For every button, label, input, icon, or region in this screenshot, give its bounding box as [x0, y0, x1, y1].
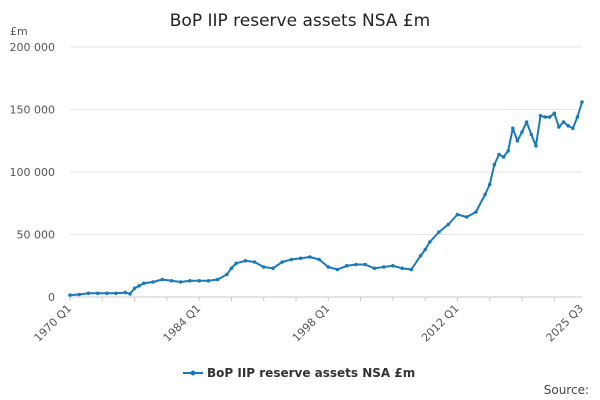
data-point[interactable]	[123, 290, 128, 295]
data-point[interactable]	[437, 230, 441, 234]
data-point[interactable]	[557, 125, 561, 129]
data-point[interactable]	[261, 265, 266, 269]
x-axis-ticks	[69, 297, 555, 301]
series-layer	[68, 100, 584, 297]
data-point[interactable]	[409, 267, 414, 272]
data-point[interactable]	[105, 291, 109, 296]
data-point[interactable]	[308, 255, 312, 259]
data-point[interactable]	[363, 262, 368, 267]
x-tick-label: 1984 Q1	[161, 302, 204, 345]
data-point[interactable]	[520, 130, 524, 134]
data-point[interactable]	[215, 277, 220, 282]
data-point[interactable]	[428, 240, 432, 244]
data-point[interactable]	[345, 264, 349, 268]
data-point[interactable]	[326, 265, 331, 269]
data-point[interactable]	[372, 266, 377, 271]
data-point[interactable]	[298, 256, 303, 261]
data-point[interactable]	[543, 115, 547, 119]
legend[interactable]: BoP IIP reserve assets NSA £m	[183, 366, 415, 380]
data-point[interactable]	[95, 291, 100, 296]
data-point[interactable]	[114, 291, 118, 296]
data-point[interactable]	[483, 192, 487, 197]
source-label: Source:	[544, 383, 589, 397]
data-point[interactable]	[137, 284, 141, 288]
data-point[interactable]	[142, 281, 146, 286]
chart-title: BoP IIP reserve assets NSA £m	[170, 11, 430, 31]
data-point[interactable]	[552, 111, 557, 116]
data-point[interactable]	[271, 266, 275, 271]
data-point[interactable]	[529, 132, 534, 137]
x-axis-tick-labels: 1970 Q1 1984 Q1 1998 Q1 2012 Q1 2025 Q3	[32, 302, 587, 345]
data-point[interactable]	[206, 279, 211, 283]
data-point[interactable]	[561, 120, 566, 124]
data-point[interactable]	[566, 124, 570, 128]
y-tick-label: 50 000	[17, 229, 56, 242]
gridlines	[70, 46, 582, 235]
data-point[interactable]	[188, 279, 192, 283]
y-tick-label: 100 000	[10, 166, 56, 179]
data-point[interactable]	[178, 280, 183, 284]
data-point[interactable]	[225, 272, 229, 277]
x-tick-label: 1970 Q1	[32, 302, 75, 345]
data-point[interactable]	[252, 260, 257, 264]
data-point[interactable]	[455, 212, 460, 217]
data-point[interactable]	[381, 265, 386, 269]
data-point[interactable]	[497, 152, 501, 157]
data-point[interactable]	[580, 100, 584, 104]
y-tick-label: 200 000	[10, 41, 56, 54]
y-axis-unit-label: £m	[10, 25, 28, 38]
x-tick-label: 1998 Q1	[290, 302, 333, 345]
x-tick-label: 2012 Q1	[419, 302, 462, 345]
data-point[interactable]	[317, 257, 321, 262]
data-point[interactable]	[400, 266, 404, 271]
data-point[interactable]	[474, 210, 478, 214]
data-point[interactable]	[418, 254, 423, 258]
data-point[interactable]	[538, 114, 543, 118]
data-point[interactable]	[423, 247, 428, 252]
data-point[interactable]	[151, 280, 155, 284]
y-tick-label: 150 000	[10, 104, 56, 117]
data-point[interactable]	[132, 286, 137, 291]
data-point[interactable]	[547, 115, 552, 119]
data-point[interactable]	[234, 261, 238, 266]
data-point[interactable]	[506, 149, 511, 153]
data-point[interactable]	[243, 259, 248, 263]
data-point[interactable]	[391, 264, 395, 268]
data-point[interactable]	[229, 266, 234, 271]
data-point[interactable]	[335, 267, 340, 272]
series-line	[69, 101, 583, 297]
data-point[interactable]	[492, 162, 497, 167]
data-point[interactable]	[571, 126, 575, 131]
data-point[interactable]	[169, 279, 174, 283]
legend-marker-swatch	[190, 370, 196, 376]
data-point[interactable]	[354, 262, 358, 267]
data-point[interactable]	[446, 222, 451, 227]
data-point[interactable]	[280, 260, 285, 264]
data-point[interactable]	[524, 120, 529, 124]
data-point[interactable]	[128, 292, 132, 296]
data-point[interactable]	[77, 292, 81, 297]
data-point[interactable]	[511, 126, 515, 131]
data-point[interactable]	[487, 182, 492, 187]
data-point[interactable]	[501, 155, 506, 159]
data-point[interactable]	[68, 293, 72, 297]
data-point[interactable]	[160, 277, 165, 282]
x-tick-label: 2025 Q3	[544, 302, 587, 345]
y-axis-tick-labels: 0 50 000 100 000 150 000 200 000	[10, 41, 56, 304]
data-point[interactable]	[464, 215, 469, 219]
data-point[interactable]	[289, 257, 294, 262]
data-point[interactable]	[86, 291, 91, 296]
data-point[interactable]	[575, 115, 580, 119]
data-point[interactable]	[515, 139, 520, 143]
legend-label: BoP IIP reserve assets NSA £m	[207, 366, 415, 380]
y-tick-label: 0	[48, 291, 55, 304]
data-point[interactable]	[197, 279, 201, 283]
data-point[interactable]	[534, 144, 538, 148]
